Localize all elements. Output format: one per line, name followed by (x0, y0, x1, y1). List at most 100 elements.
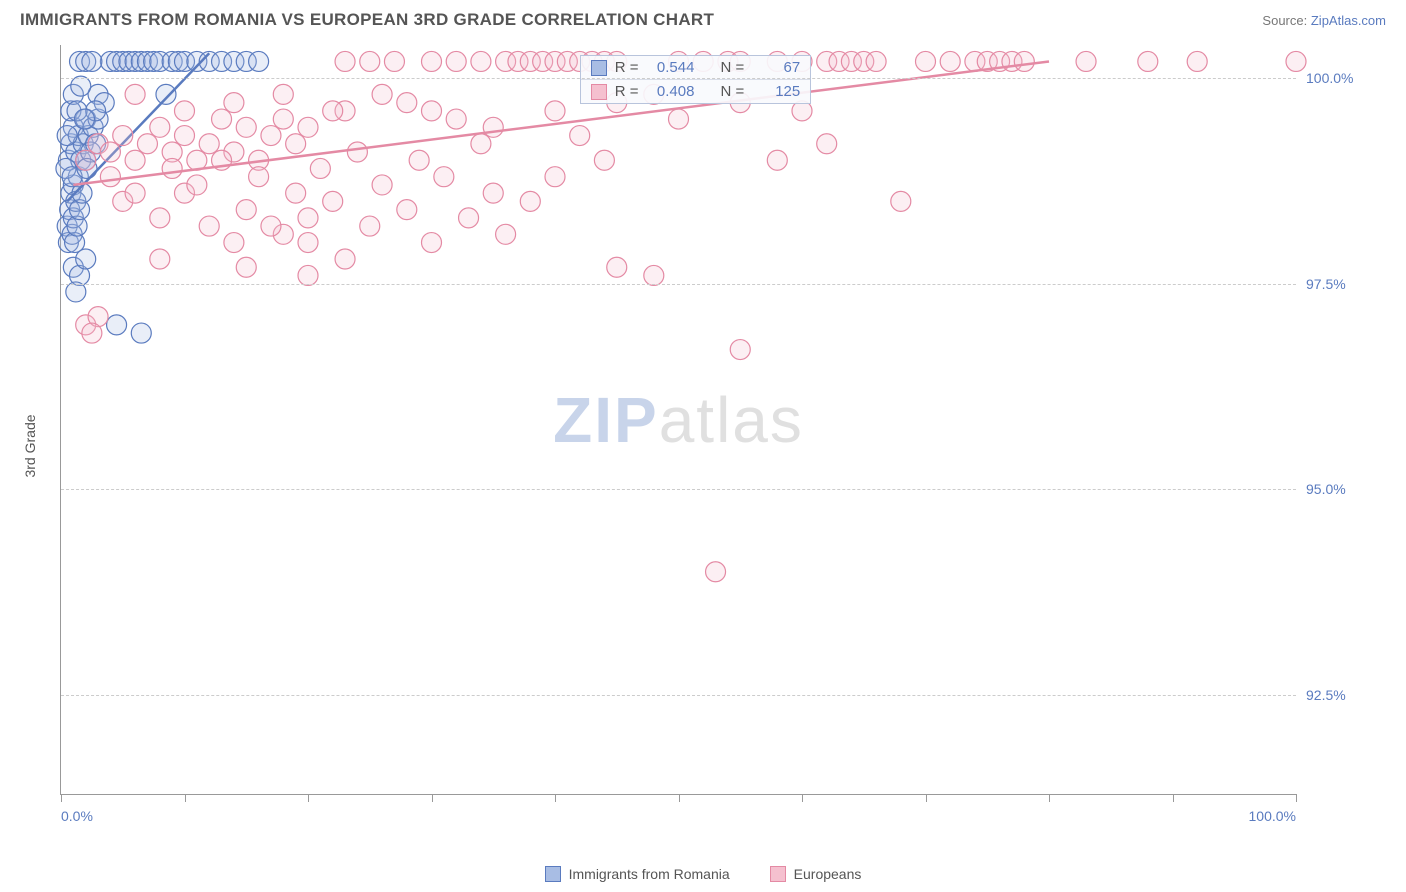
data-point-europeans (1076, 51, 1096, 71)
data-point-europeans (273, 84, 293, 104)
data-point-romania (71, 76, 91, 96)
data-point-europeans (150, 208, 170, 228)
data-point-europeans (1138, 51, 1158, 71)
stats-row-romania: R =0.544N =67 (581, 56, 811, 80)
chart-title: IMMIGRANTS FROM ROMANIA VS EUROPEAN 3RD … (20, 10, 714, 30)
data-point-romania (107, 315, 127, 335)
source-link[interactable]: ZipAtlas.com (1311, 13, 1386, 28)
data-point-europeans (397, 200, 417, 220)
n-value: 67 (752, 59, 800, 76)
data-point-europeans (434, 167, 454, 187)
data-point-europeans (261, 126, 281, 146)
data-point-europeans (360, 51, 380, 71)
legend-label: Immigrants from Romania (569, 866, 730, 882)
x-tick (1049, 794, 1050, 802)
data-point-europeans (100, 142, 120, 162)
x-tick (61, 794, 62, 802)
data-point-europeans (224, 93, 244, 113)
gridline-h (61, 284, 1296, 285)
data-point-europeans (175, 101, 195, 121)
x-axis-max-label: 100.0% (1249, 808, 1296, 824)
gridline-h (61, 489, 1296, 490)
legend-swatch-europeans (770, 866, 786, 882)
x-tick (1173, 794, 1174, 802)
data-point-europeans (459, 208, 479, 228)
legend-swatch-europeans (591, 84, 607, 100)
x-tick (1296, 794, 1297, 802)
data-point-romania (57, 126, 77, 146)
data-point-europeans (298, 117, 318, 137)
x-tick (308, 794, 309, 802)
legend-label: Europeans (794, 866, 862, 882)
stats-row-europeans: R =0.408N =125 (581, 80, 811, 103)
data-point-europeans (607, 257, 627, 277)
data-point-europeans (1014, 51, 1034, 71)
data-point-europeans (236, 117, 256, 137)
data-point-europeans (162, 158, 182, 178)
data-point-europeans (125, 150, 145, 170)
data-point-romania (66, 282, 86, 302)
data-point-europeans (669, 109, 689, 129)
n-value: 125 (752, 83, 800, 100)
y-tick-label: 92.5% (1306, 687, 1376, 703)
data-point-europeans (298, 233, 318, 253)
y-tick-label: 100.0% (1306, 70, 1376, 86)
source-label: Source: (1262, 13, 1307, 28)
r-label: R = (615, 83, 639, 100)
data-point-europeans (866, 51, 886, 71)
y-axis-title: 3rd Grade (22, 414, 38, 477)
data-point-europeans (940, 51, 960, 71)
data-point-europeans (817, 134, 837, 154)
data-point-europeans (1286, 51, 1306, 71)
n-label: N = (720, 59, 744, 76)
data-point-romania (249, 51, 269, 71)
x-tick (802, 794, 803, 802)
source-attribution: Source: ZipAtlas.com (1262, 13, 1386, 28)
data-point-europeans (520, 191, 540, 211)
data-point-europeans (82, 323, 102, 343)
data-point-europeans (199, 216, 219, 236)
data-point-europeans (706, 562, 726, 582)
data-point-europeans (236, 257, 256, 277)
correlation-stats-box: R =0.544N =67R =0.408N =125 (580, 55, 812, 104)
data-point-europeans (384, 51, 404, 71)
data-point-europeans (125, 84, 145, 104)
data-point-europeans (767, 150, 787, 170)
legend-item-romania: Immigrants from Romania (545, 866, 730, 882)
data-point-europeans (446, 109, 466, 129)
data-point-europeans (150, 249, 170, 269)
data-point-europeans (471, 134, 491, 154)
data-point-romania (131, 323, 151, 343)
data-point-europeans (372, 84, 392, 104)
x-tick (926, 794, 927, 802)
gridline-h (61, 78, 1296, 79)
data-point-europeans (422, 101, 442, 121)
x-tick (185, 794, 186, 802)
scatter-svg (61, 45, 1296, 794)
data-point-europeans (730, 340, 750, 360)
legend-swatch-romania (545, 866, 561, 882)
data-point-romania (74, 109, 94, 129)
r-value: 0.408 (646, 83, 694, 100)
data-point-europeans (644, 265, 664, 285)
data-point-romania (76, 249, 96, 269)
data-point-europeans (76, 150, 96, 170)
data-point-europeans (483, 183, 503, 203)
data-point-europeans (570, 126, 590, 146)
r-label: R = (615, 59, 639, 76)
data-point-europeans (249, 167, 269, 187)
data-point-europeans (113, 126, 133, 146)
data-point-romania (82, 51, 102, 71)
y-tick-label: 95.0% (1306, 481, 1376, 497)
data-point-europeans (397, 93, 417, 113)
data-point-europeans (372, 175, 392, 195)
legend-item-europeans: Europeans (770, 866, 862, 882)
y-tick-label: 97.5% (1306, 276, 1376, 292)
data-point-europeans (224, 233, 244, 253)
data-point-europeans (125, 183, 145, 203)
plot-area: ZIPatlas R =0.544N =67R =0.408N =125 0.0… (60, 45, 1296, 795)
data-point-europeans (236, 200, 256, 220)
data-point-europeans (916, 51, 936, 71)
data-point-europeans (199, 134, 219, 154)
gridline-h (61, 695, 1296, 696)
